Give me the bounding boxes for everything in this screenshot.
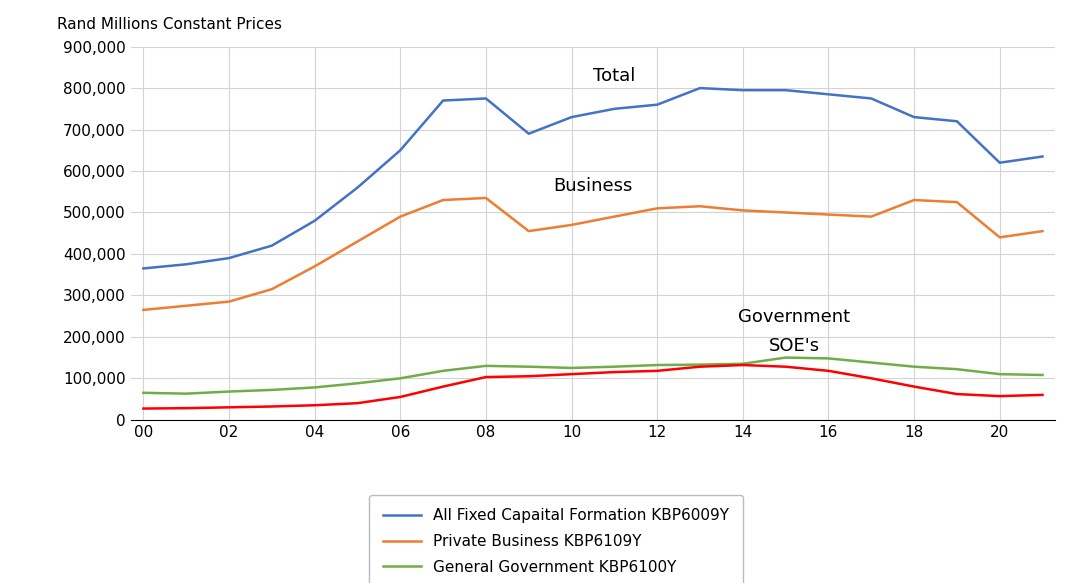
All Fixed Capaital Formation KBP6009Y bbox=[180, 261, 193, 268]
Public Corporations KBP6106Y bbox=[779, 363, 792, 370]
General Government KBP6100Y bbox=[480, 363, 493, 370]
General Government KBP6100Y bbox=[565, 364, 578, 371]
All Fixed Capaital Formation KBP6009Y bbox=[950, 118, 963, 125]
Text: Total: Total bbox=[593, 66, 635, 85]
General Government KBP6100Y bbox=[737, 360, 750, 367]
All Fixed Capaital Formation KBP6009Y bbox=[436, 97, 449, 104]
All Fixed Capaital Formation KBP6009Y bbox=[821, 91, 834, 98]
All Fixed Capaital Formation KBP6009Y bbox=[993, 159, 1006, 166]
Public Corporations KBP6106Y bbox=[480, 374, 493, 381]
General Government KBP6100Y bbox=[137, 389, 150, 396]
Public Corporations KBP6106Y bbox=[608, 368, 621, 375]
Text: Business: Business bbox=[554, 177, 632, 195]
Private Business KBP6109Y bbox=[223, 298, 236, 305]
General Government KBP6100Y bbox=[308, 384, 321, 391]
All Fixed Capaital Formation KBP6009Y bbox=[480, 95, 493, 102]
Private Business KBP6109Y bbox=[608, 213, 621, 220]
Private Business KBP6109Y bbox=[308, 263, 321, 270]
All Fixed Capaital Formation KBP6009Y bbox=[223, 255, 236, 262]
All Fixed Capaital Formation KBP6009Y bbox=[907, 114, 920, 121]
Private Business KBP6109Y bbox=[522, 227, 535, 234]
General Government KBP6100Y bbox=[907, 363, 920, 370]
All Fixed Capaital Formation KBP6009Y bbox=[1036, 153, 1049, 160]
Public Corporations KBP6106Y bbox=[950, 391, 963, 398]
General Government KBP6100Y bbox=[821, 355, 834, 362]
All Fixed Capaital Formation KBP6009Y bbox=[522, 130, 535, 137]
General Government KBP6100Y bbox=[779, 354, 792, 361]
General Government KBP6100Y bbox=[522, 363, 535, 370]
All Fixed Capaital Formation KBP6009Y bbox=[265, 242, 279, 249]
Private Business KBP6109Y bbox=[180, 302, 193, 309]
Private Business KBP6109Y bbox=[394, 213, 407, 220]
Private Business KBP6109Y bbox=[737, 207, 750, 214]
Public Corporations KBP6106Y bbox=[737, 361, 750, 368]
General Government KBP6100Y bbox=[693, 361, 706, 368]
Line: Public Corporations KBP6106Y: Public Corporations KBP6106Y bbox=[144, 365, 1042, 409]
Private Business KBP6109Y bbox=[821, 211, 834, 218]
Public Corporations KBP6106Y bbox=[693, 363, 706, 370]
All Fixed Capaital Formation KBP6009Y bbox=[394, 147, 407, 154]
Public Corporations KBP6106Y bbox=[907, 383, 920, 390]
Public Corporations KBP6106Y bbox=[1036, 391, 1049, 398]
All Fixed Capaital Formation KBP6009Y bbox=[651, 101, 664, 108]
Private Business KBP6109Y bbox=[480, 195, 493, 202]
All Fixed Capaital Formation KBP6009Y bbox=[137, 265, 150, 272]
Public Corporations KBP6106Y bbox=[993, 392, 1006, 399]
Private Business KBP6109Y bbox=[779, 209, 792, 216]
Public Corporations KBP6106Y bbox=[651, 367, 664, 374]
General Government KBP6100Y bbox=[950, 366, 963, 373]
Private Business KBP6109Y bbox=[693, 203, 706, 210]
Public Corporations KBP6106Y bbox=[351, 400, 364, 407]
Private Business KBP6109Y bbox=[565, 222, 578, 229]
General Government KBP6100Y bbox=[180, 390, 193, 397]
Public Corporations KBP6106Y bbox=[865, 375, 878, 382]
Text: Rand Millions Constant Prices: Rand Millions Constant Prices bbox=[57, 17, 282, 31]
Line: Private Business KBP6109Y: Private Business KBP6109Y bbox=[144, 198, 1042, 310]
Public Corporations KBP6106Y bbox=[265, 403, 279, 410]
Public Corporations KBP6106Y bbox=[522, 373, 535, 380]
All Fixed Capaital Formation KBP6009Y bbox=[779, 87, 792, 94]
All Fixed Capaital Formation KBP6009Y bbox=[608, 106, 621, 113]
Private Business KBP6109Y bbox=[1036, 227, 1049, 234]
General Government KBP6100Y bbox=[223, 388, 236, 395]
All Fixed Capaital Formation KBP6009Y bbox=[865, 95, 878, 102]
General Government KBP6100Y bbox=[351, 380, 364, 387]
Private Business KBP6109Y bbox=[436, 196, 449, 203]
General Government KBP6100Y bbox=[865, 359, 878, 366]
Private Business KBP6109Y bbox=[265, 286, 279, 293]
Private Business KBP6109Y bbox=[137, 307, 150, 314]
All Fixed Capaital Formation KBP6009Y bbox=[693, 85, 706, 92]
Public Corporations KBP6106Y bbox=[308, 402, 321, 409]
General Government KBP6100Y bbox=[436, 367, 449, 374]
Private Business KBP6109Y bbox=[865, 213, 878, 220]
Public Corporations KBP6106Y bbox=[137, 405, 150, 412]
Public Corporations KBP6106Y bbox=[394, 394, 407, 401]
Private Business KBP6109Y bbox=[351, 238, 364, 245]
Public Corporations KBP6106Y bbox=[565, 371, 578, 378]
Private Business KBP6109Y bbox=[651, 205, 664, 212]
General Government KBP6100Y bbox=[265, 387, 279, 394]
Public Corporations KBP6106Y bbox=[223, 404, 236, 411]
Private Business KBP6109Y bbox=[907, 196, 920, 203]
General Government KBP6100Y bbox=[608, 363, 621, 370]
General Government KBP6100Y bbox=[651, 361, 664, 368]
Line: General Government KBP6100Y: General Government KBP6100Y bbox=[144, 357, 1042, 394]
Public Corporations KBP6106Y bbox=[436, 383, 449, 390]
Public Corporations KBP6106Y bbox=[821, 367, 834, 374]
Legend: All Fixed Capaital Formation KBP6009Y, Private Business KBP6109Y, General Govern: All Fixed Capaital Formation KBP6009Y, P… bbox=[369, 494, 743, 583]
Private Business KBP6109Y bbox=[993, 234, 1006, 241]
General Government KBP6100Y bbox=[1036, 371, 1049, 378]
Private Business KBP6109Y bbox=[950, 199, 963, 206]
All Fixed Capaital Formation KBP6009Y bbox=[308, 217, 321, 224]
All Fixed Capaital Formation KBP6009Y bbox=[565, 114, 578, 121]
All Fixed Capaital Formation KBP6009Y bbox=[737, 87, 750, 94]
Text: Government: Government bbox=[738, 308, 850, 326]
General Government KBP6100Y bbox=[394, 375, 407, 382]
General Government KBP6100Y bbox=[993, 371, 1006, 378]
All Fixed Capaital Formation KBP6009Y bbox=[351, 184, 364, 191]
Line: All Fixed Capaital Formation KBP6009Y: All Fixed Capaital Formation KBP6009Y bbox=[144, 88, 1042, 268]
Text: SOE's: SOE's bbox=[768, 337, 819, 355]
Public Corporations KBP6106Y bbox=[180, 405, 193, 412]
